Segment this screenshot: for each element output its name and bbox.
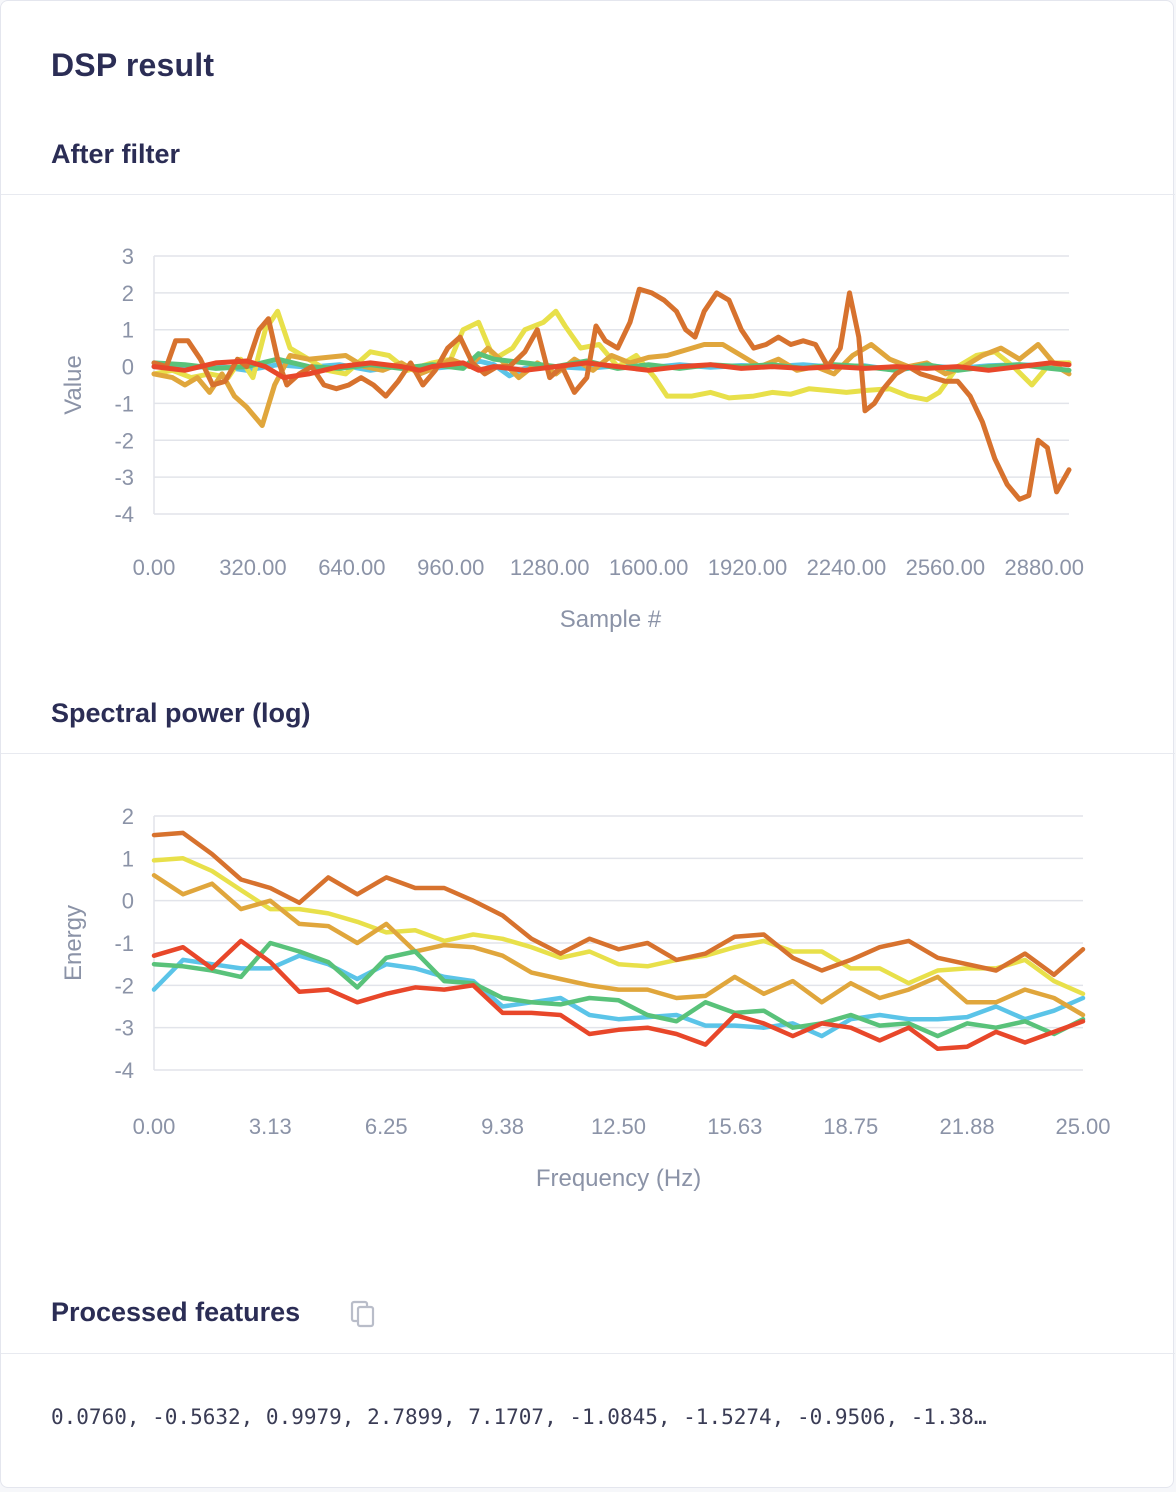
divider — [1, 753, 1175, 754]
x-tick-label: 320.00 — [219, 555, 286, 580]
series-line-3 — [151, 873, 1086, 1018]
y-tick-label: -1 — [114, 931, 134, 956]
divider — [1, 194, 1175, 195]
x-tick-label: 2560.00 — [906, 555, 986, 580]
x-tick-label: 960.00 — [417, 555, 484, 580]
y-tick-label: 1 — [122, 846, 134, 871]
x-tick-label: 21.88 — [940, 1114, 995, 1139]
x-tick-label: 1280.00 — [510, 555, 590, 580]
processed-features-values: 0.0760, -0.5632, 0.9979, 2.7899, 7.1707,… — [51, 1405, 987, 1429]
page-title: DSP result — [51, 47, 215, 83]
y-tick-label: -3 — [114, 1016, 134, 1041]
y-tick-label: 0 — [122, 889, 134, 914]
y-tick-label: 2 — [122, 281, 134, 306]
x-tick-label: 9.38 — [481, 1114, 524, 1139]
spectral-power-chart: 2 1 0 -1 -2 -3 -4 0.00 3.13 6.25 9.38 12.50 15.63 18.… — [60, 804, 1111, 1192]
series-line-6 — [151, 938, 1086, 1052]
series-line-3 — [151, 342, 1072, 428]
series-line-5 — [151, 830, 1086, 978]
y-tick-label: -4 — [114, 1058, 134, 1083]
copy-icon[interactable] — [349, 1299, 377, 1329]
x-tick-label: 15.63 — [707, 1114, 762, 1139]
x-tick-label: 640.00 — [318, 555, 385, 580]
x-tick-label: 3.13 — [249, 1114, 292, 1139]
y-axis-label: Value — [60, 355, 87, 415]
series-line-2 — [151, 856, 1086, 997]
x-tick-label: 12.50 — [591, 1114, 646, 1139]
spectral-power-heading: Spectral power (log) — [51, 698, 311, 728]
y-tick-label: 3 — [122, 244, 134, 269]
series-line-4 — [151, 940, 1086, 1039]
x-tick-label: 25.00 — [1055, 1114, 1110, 1139]
x-tick-label: 6.25 — [365, 1114, 408, 1139]
x-tick-label: 0.00 — [133, 1114, 176, 1139]
y-tick-label: -2 — [114, 428, 134, 453]
x-tick-label: 1600.00 — [609, 555, 689, 580]
series-line-6 — [151, 358, 1072, 381]
series-line-1 — [151, 953, 1086, 1039]
x-tick-label: 2240.00 — [807, 555, 887, 580]
x-tick-label: 18.75 — [823, 1114, 878, 1139]
y-tick-label: -2 — [114, 973, 134, 998]
y-tick-label: -1 — [114, 391, 134, 416]
x-tick-label: 1920.00 — [708, 555, 788, 580]
after-filter-chart: 3 2 1 0 -1 -2 -3 -4 0.00 320.00 640.00 960.00 1280.0… — [60, 244, 1085, 633]
x-tick-label: 0.00 — [133, 555, 176, 580]
series-line-2 — [151, 308, 1072, 403]
y-tick-label: 1 — [122, 318, 134, 343]
x-axis-label: Frequency (Hz) — [536, 1165, 701, 1192]
divider — [1, 1353, 1175, 1354]
x-axis-label: Sample # — [560, 606, 662, 633]
x-tick-label: 2880.00 — [1005, 555, 1085, 580]
y-tick-label: 2 — [122, 804, 134, 829]
y-tick-label: 0 — [122, 355, 134, 380]
y-tick-label: -4 — [114, 502, 134, 527]
y-tick-label: -3 — [114, 465, 134, 490]
after-filter-heading: After filter — [51, 139, 181, 169]
y-axis-label: Energy — [60, 905, 87, 981]
processed-features-heading: Processed features — [51, 1297, 301, 1327]
